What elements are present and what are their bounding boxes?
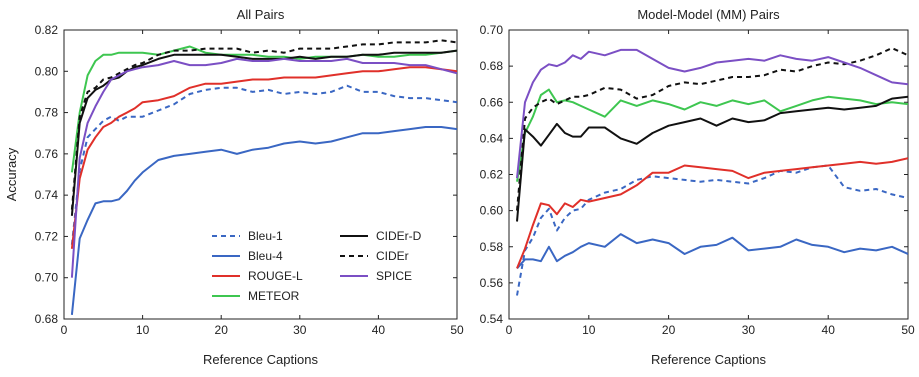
- x-tick-label: 40: [822, 323, 836, 337]
- y-tick-label: 0.64: [480, 131, 504, 145]
- series-line-cider-d: [516, 95, 908, 222]
- chart-title: All Pairs: [237, 7, 285, 22]
- series-line-meteor: [70, 45, 457, 173]
- y-tick-label: 0.70: [35, 271, 59, 285]
- legend-label: CIDEr-D: [376, 229, 422, 243]
- x-tick-label: 0: [506, 323, 513, 337]
- series-line-cider-d: [70, 49, 457, 216]
- series-group: [516, 47, 908, 296]
- y-tick-label: 0.78: [35, 106, 59, 120]
- plot-frame: [63, 29, 458, 320]
- legend-label: ROUGE-L: [248, 269, 303, 283]
- legend-label: METEOR: [248, 289, 300, 303]
- y-tick-label: 0.76: [35, 147, 59, 161]
- y-tick-label: 0.82: [35, 23, 59, 37]
- legend-label: SPICE: [376, 269, 412, 283]
- plot-frame: [508, 29, 909, 320]
- y-tick-label: 0.60: [480, 204, 504, 218]
- y-tick-label: 0.68: [480, 59, 504, 73]
- y-tick-label: 0.62: [480, 168, 504, 182]
- legend-label: CIDEr: [376, 249, 409, 263]
- series-line-bleu-1: [516, 164, 908, 296]
- series-line-bleu-1: [70, 84, 457, 245]
- panel-all-pairs: All Pairs Reference Captions Accuracy 0 10 20…: [4, 7, 464, 367]
- y-tick-label: 0.66: [480, 95, 504, 109]
- panel-model-model-pairs: Model-Model (MM) Pairs Reference Captions…: [480, 7, 915, 367]
- y-tick-label: 0.68: [35, 312, 59, 326]
- series-line-bleu-4: [516, 233, 908, 270]
- y-tick-label: 0.80: [35, 64, 59, 78]
- x-tick-label: 50: [450, 323, 464, 337]
- series-line-spice: [70, 57, 457, 278]
- x-tick-label: 20: [215, 323, 229, 337]
- series-line-cider: [70, 39, 457, 210]
- x-tick-label: 30: [742, 323, 756, 337]
- series-line-meteor: [516, 88, 908, 182]
- series-line-bleu-4: [70, 126, 457, 316]
- x-tick-label: 0: [61, 323, 68, 337]
- chart-title: Model-Model (MM) Pairs: [637, 7, 780, 22]
- y-axis-label: Accuracy: [4, 147, 19, 201]
- x-axis-label: Reference Captions: [651, 352, 766, 367]
- y-tick-label: 0.56: [480, 276, 504, 290]
- x-tick-label: 20: [662, 323, 676, 337]
- legend-label: Bleu-1: [248, 229, 283, 243]
- legend-label: Bleu-4: [248, 249, 283, 263]
- x-tick-label: 10: [582, 323, 596, 337]
- y-tick-label: 0.74: [35, 188, 59, 202]
- x-tick-label: 50: [901, 323, 915, 337]
- series-line-rouge-l: [70, 66, 457, 249]
- x-tick-label: 40: [372, 323, 386, 337]
- series-line-spice: [516, 48, 908, 179]
- y-tick-label: 0.58: [480, 240, 504, 254]
- y-tick-label: 0.72: [35, 229, 59, 243]
- series-group: [70, 39, 457, 316]
- y-tick-label: 0.70: [480, 23, 504, 37]
- x-tick-label: 10: [136, 323, 150, 337]
- legend: Bleu-1 Bleu-4 ROUGE-L METEOR CIDEr-D CIDEr SPI…: [212, 229, 422, 303]
- x-tick-label: 30: [293, 323, 307, 337]
- x-axis-label: Reference Captions: [203, 352, 318, 367]
- series-line-rouge-l: [516, 157, 908, 269]
- series-line-cider: [516, 47, 908, 211]
- y-tick-label: 0.54: [480, 312, 504, 326]
